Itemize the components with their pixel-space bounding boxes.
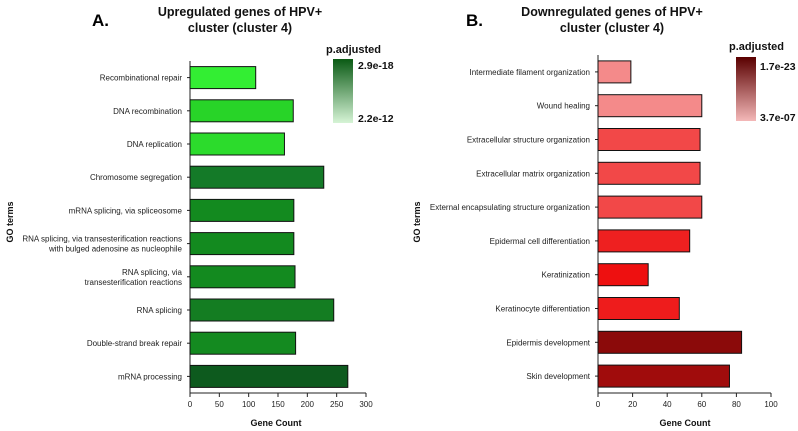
panel-a-letter: A. <box>92 11 109 30</box>
panel-b-bar-0 <box>597 60 632 84</box>
panel-a-bar-3 <box>189 165 325 189</box>
panel-b-title-line-2: cluster (cluster 4) <box>560 21 664 35</box>
panel-b-category-label-0: Intermediate filament organization <box>469 68 590 77</box>
panel-a-category-label-6-line-1: transesterification reactions <box>85 278 182 287</box>
panel-a-x-tick-label: 100 <box>242 400 256 409</box>
panel-b-plot: 0 20 40 60 80 100 Intermediate filament organi… <box>430 55 778 409</box>
panel-a-x-axis-label: Gene Count <box>251 418 302 428</box>
panel-b-bar-1 <box>597 94 703 118</box>
panel-a-legend-title: p.adjusted <box>326 44 381 56</box>
panel-b-category-label-6: Keratinization <box>542 271 590 280</box>
panel-b-x-tick-label: 60 <box>697 400 706 409</box>
panel-a-bar-5 <box>189 232 295 256</box>
panel-b-legend-title: p.adjusted <box>729 41 784 53</box>
panel-a-title-line-2: cluster (cluster 4) <box>188 21 292 35</box>
panel-a-y-axis-label: GO terms <box>5 201 15 242</box>
panel-a-bar-7 <box>189 298 335 322</box>
panel-a-x-tick-label: 0 <box>188 400 193 409</box>
panel-a-category-label-6-line-0: RNA splicing, via <box>122 268 183 277</box>
panel-b-x-tick-label: 40 <box>663 400 672 409</box>
panel-b-bar-6 <box>597 263 649 287</box>
panel-a-category-label-2: DNA replication <box>127 140 182 149</box>
panel-a-bar-9 <box>189 364 349 388</box>
panel-b-legend-high-label: 1.7e-23 <box>760 61 796 73</box>
panel-a-x-tick-label: 50 <box>215 400 224 409</box>
panel-a-bar-4 <box>189 198 295 222</box>
panel-a-bar-2 <box>189 132 285 156</box>
panel-a-legend-low-label: 2.2e-12 <box>358 113 394 125</box>
panel-a-category-label-4: mRNA splicing, via spliceosome <box>69 206 183 215</box>
panel-a-x-tick-label: 200 <box>301 400 315 409</box>
panel-a-bar-6 <box>189 265 296 289</box>
panel-a-plot: 0 50 100 150 200 250 300 Recombinational repair… <box>22 61 373 409</box>
panel-b-category-label-8: Epidermis development <box>506 338 590 347</box>
panel-a-category-label-7: RNA splicing <box>137 306 182 315</box>
panel-b-category-label-1: Wound healing <box>537 102 590 111</box>
panel-b-x-tick-label: 100 <box>764 400 778 409</box>
panel-b-bar-5 <box>597 229 691 253</box>
panel-a-category-label-5-line-1: with bulged adenosine as nucleophile <box>48 245 183 254</box>
panel-a-x-tick-label: 250 <box>330 400 344 409</box>
panel-b-bar-2 <box>597 128 701 151</box>
panel-a-category-label-1: DNA recombination <box>113 107 182 116</box>
panel-a-category-label-0: Recombinational repair <box>100 74 183 83</box>
panel-b-bar-7 <box>597 297 680 320</box>
panel-a-category-label-5-line-0: RNA splicing, via transesterification re… <box>22 235 182 244</box>
panel-b-category-label-9: Skin development <box>526 372 590 381</box>
panel-a-x-tick-label: 150 <box>271 400 285 409</box>
panel-b-x-axis-label: Gene Count <box>660 418 711 428</box>
panel-b-title-line-1: Downregulated genes of HPV+ <box>521 5 703 19</box>
panel-b-bar-4 <box>597 195 703 219</box>
panel-a-category-label-3: Chromosome segregation <box>90 173 182 182</box>
panel-a-x-tick-label: 300 <box>359 400 373 409</box>
panel-b-letter: B. <box>466 11 483 30</box>
panel-b-bar-9 <box>597 364 730 388</box>
panel-b-y-axis-label: GO terms <box>412 201 422 242</box>
panel-a-category-label-8: Double-strand break repair <box>87 339 182 348</box>
panel-b-bar-3 <box>597 161 701 185</box>
panel-a-bar-0 <box>189 66 257 90</box>
panel-a-bar-8 <box>189 331 297 355</box>
panel-a-title-line-1: Upregulated genes of HPV+ <box>158 5 322 19</box>
panel-b-bar-8 <box>597 330 743 354</box>
panel-b-x-tick-label: 0 <box>596 400 601 409</box>
panel-a-bar-1 <box>189 99 294 123</box>
panel-b-x-tick-label: 20 <box>628 400 637 409</box>
panel-b-category-label-4: External encapsulating structure organiz… <box>430 203 590 212</box>
panel-b-category-label-3: Extracellular matrix organization <box>476 169 590 178</box>
panel-b-legend-low-label: 3.7e-07 <box>760 112 796 124</box>
panel-a-legend-colorbar <box>333 59 353 123</box>
panel-b-category-label-7: Keratinocyte differentiation <box>495 305 590 314</box>
panel-a-legend-high-label: 2.9e-18 <box>358 60 394 72</box>
panel-b-legend-colorbar <box>736 57 756 121</box>
panel-a-category-label-9: mRNA processing <box>118 372 182 381</box>
panel-b-x-tick-label: 80 <box>732 400 741 409</box>
panel-b-category-label-2: Extracellular structure organization <box>467 136 590 145</box>
panel-b-category-label-5: Epidermal cell differentiation <box>490 237 590 246</box>
